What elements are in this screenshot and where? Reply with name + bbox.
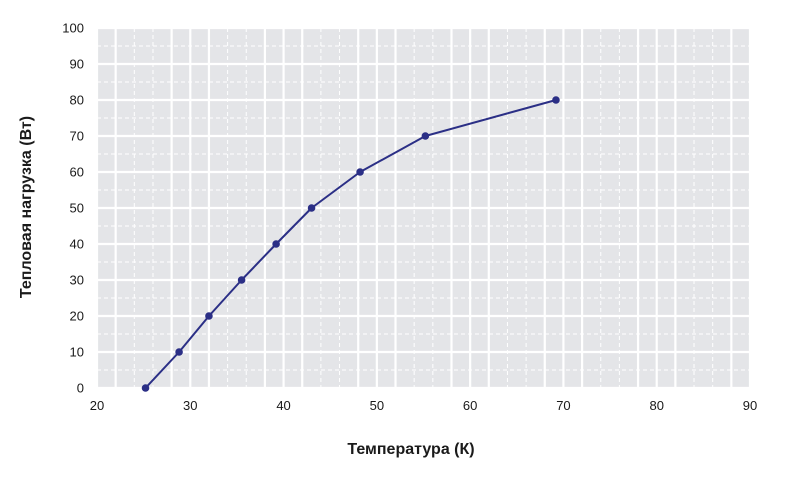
data-point [237,276,246,284]
x-tick-label: 90 [743,398,757,413]
x-axis-ticks: 20 30 40 50 60 70 80 90 [90,398,757,413]
y-tick-label: 30 [70,273,84,288]
y-tick-label: 80 [70,93,84,108]
data-point [141,384,150,392]
data-point [421,132,430,140]
y-tick-label: 40 [70,237,84,252]
y-tick-label: 10 [70,345,84,360]
data-point [205,312,213,320]
y-tick-label: 100 [62,21,84,36]
x-tick-label: 30 [183,398,197,413]
y-tick-label: 20 [70,309,84,324]
y-tick-label: 60 [70,165,84,180]
y-tick-label: 0 [77,381,84,396]
y-tick-label: 70 [70,129,84,144]
y-axis-ticks: 0 10 20 30 40 50 60 70 80 90 100 [62,21,84,396]
data-point [175,348,183,356]
y-tick-label: 50 [70,201,84,216]
data-point [356,168,364,176]
y-axis-title: Тепловая нагрузка (Вт) [18,116,35,298]
y-tick-label: 90 [70,57,84,72]
data-point [307,204,316,212]
grid [95,26,752,390]
x-tick-label: 60 [463,398,477,413]
x-axis-title: Температура (К) [347,441,474,458]
x-tick-label: 40 [276,398,290,413]
x-tick-label: 80 [649,398,663,413]
x-tick-label: 20 [90,398,104,413]
x-tick-label: 50 [370,398,384,413]
data-point [272,240,280,248]
x-tick-label: 70 [556,398,570,413]
series [141,96,560,392]
data-point [552,96,560,104]
